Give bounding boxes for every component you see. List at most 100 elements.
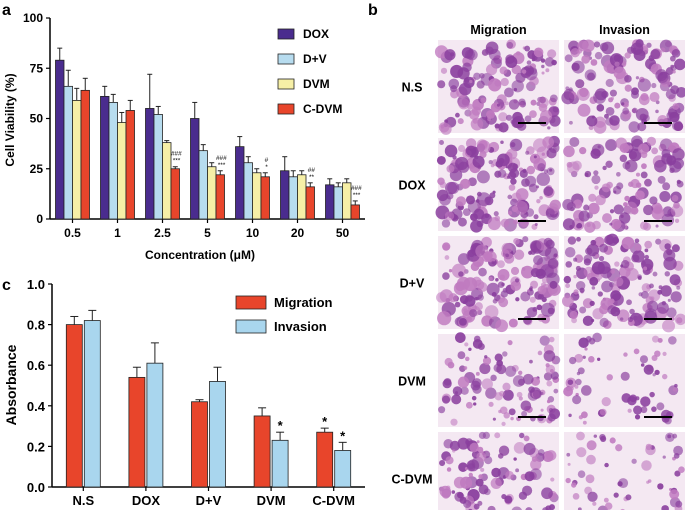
- stained-cell: [439, 140, 444, 145]
- stained-cell: [518, 370, 523, 375]
- stained-cell: [654, 159, 667, 173]
- stained-cell: [586, 115, 598, 127]
- stained-cell: [506, 41, 514, 49]
- stained-cell: [490, 163, 495, 168]
- stained-cell: [574, 353, 584, 363]
- stained-cell: [662, 182, 671, 191]
- stained-cell: [640, 406, 648, 414]
- stained-cell: [513, 457, 517, 461]
- stained-cell: [605, 78, 614, 88]
- stained-cell: [545, 450, 557, 461]
- stained-cell: [478, 474, 483, 479]
- stained-cell: [549, 280, 558, 289]
- stained-cell: [441, 395, 451, 404]
- stained-cell: [454, 332, 466, 343]
- stained-cell: [546, 380, 553, 387]
- stained-cell: [488, 276, 493, 281]
- stained-cell: [601, 41, 615, 55]
- stained-cell: [547, 126, 551, 130]
- stained-cell: [605, 139, 618, 151]
- stained-cell: [588, 202, 600, 215]
- stained-cell: [654, 204, 664, 214]
- stained-cell: [511, 205, 519, 213]
- stained-cell: [644, 254, 649, 260]
- stained-cell: [593, 170, 599, 176]
- bar-dvm-1: [117, 122, 127, 220]
- bar-invasion-n-s: [83, 320, 101, 488]
- micrograph-grid: Migration Invasion N.S DOX D+V DVM C-DVM: [392, 23, 685, 510]
- bar-dvm-10: [252, 172, 262, 220]
- stained-cell: [663, 256, 677, 271]
- stained-cell: [609, 53, 624, 67]
- stained-cell: [494, 432, 501, 439]
- stained-cell: [510, 280, 522, 292]
- stained-cell: [634, 243, 642, 251]
- stained-cell: [469, 79, 473, 84]
- stained-cell: [609, 222, 613, 226]
- stained-cell: [524, 45, 531, 52]
- stained-cell: [583, 204, 590, 211]
- stained-cell: [505, 221, 509, 225]
- stained-cell: [498, 122, 509, 133]
- stained-cell: [655, 224, 659, 228]
- stained-cell: [670, 204, 684, 218]
- stained-cell: [504, 495, 513, 504]
- stained-cell: [587, 491, 598, 502]
- bar-migration-n-s: [65, 324, 83, 488]
- stained-cell: [523, 442, 536, 455]
- bar-d-v-2-5: [153, 114, 163, 220]
- stained-cell: [462, 62, 472, 73]
- stained-cell: [465, 145, 477, 156]
- stained-cell: [444, 255, 450, 260]
- stained-cell: [613, 276, 624, 287]
- stained-cell: [444, 144, 458, 158]
- stained-cell: [499, 390, 505, 397]
- stained-cell: [674, 58, 685, 71]
- stained-cell: [542, 136, 555, 149]
- stained-cell: [500, 218, 510, 228]
- stained-cell: [522, 485, 533, 496]
- stained-cell: [632, 107, 638, 114]
- stained-cell: [544, 246, 558, 260]
- stained-cell: [442, 272, 450, 280]
- stained-cell: [457, 118, 464, 125]
- stained-cell: [610, 218, 622, 230]
- stained-cell: [536, 198, 541, 204]
- stained-cell: [507, 194, 513, 200]
- stained-cell: [513, 87, 518, 92]
- stained-cell: [610, 96, 615, 101]
- legend-swatch-invasion: [235, 319, 267, 334]
- stained-cell: [451, 490, 456, 494]
- stained-cell: [605, 106, 615, 116]
- stained-cell: [503, 412, 510, 419]
- stained-cell: [473, 335, 481, 343]
- chart-c: Absorbance 0.0 0.2 0.4 0.6 0.8 1.0 N.S DOX D+V DV…: [3, 277, 365, 508]
- stained-cell: [547, 49, 557, 59]
- stained-cell: [592, 332, 602, 343]
- stained-cell: [518, 98, 526, 106]
- stained-cell: [505, 365, 517, 377]
- stained-cell: [451, 394, 462, 405]
- legend-label-c-dvm: C-DVM: [303, 102, 342, 116]
- stained-cell: [651, 406, 657, 412]
- stained-cell: [676, 179, 681, 185]
- stained-cell: [620, 214, 624, 218]
- stained-cell: [577, 103, 591, 117]
- bar-dox-10: [235, 146, 245, 220]
- chart-c-x-tick-label: N.S: [72, 493, 94, 508]
- stained-cell: [566, 161, 573, 168]
- bar-dvm-2-5: [162, 142, 172, 220]
- stained-cell: [504, 101, 509, 106]
- stained-cell: [539, 335, 550, 346]
- stained-cell: [490, 477, 502, 490]
- legend-label-invasion: Invasion: [274, 319, 327, 334]
- legend-swatch-d-v: [277, 53, 295, 65]
- bar-c-dvm-2-5: [170, 168, 180, 220]
- stained-cell: [541, 277, 549, 284]
- stained-cell: [572, 492, 580, 500]
- chart-a-y-tick-label: 100: [23, 11, 43, 25]
- stained-cell: [657, 337, 663, 343]
- stained-cell: [484, 305, 499, 319]
- stained-cell: [476, 440, 480, 444]
- stained-cell: [641, 163, 647, 170]
